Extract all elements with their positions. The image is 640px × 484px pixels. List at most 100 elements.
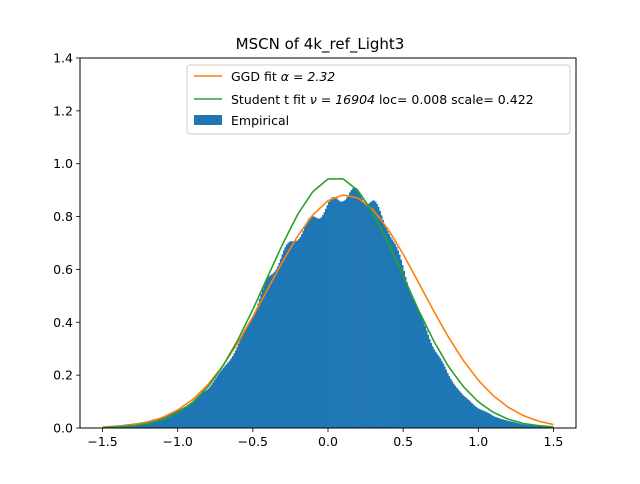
histogram-bar [401,265,404,428]
histogram-bar [281,254,284,428]
histogram-bar [275,269,278,428]
histogram-bar [288,241,291,428]
histogram-bar [309,216,312,428]
histogram-bar [269,275,272,428]
histogram-bar [535,425,538,428]
histogram-bar [270,274,273,428]
histogram-bar [285,244,288,428]
y-tick-label: 1.2 [53,103,73,118]
histogram-bar [312,216,315,428]
histogram-bar [509,421,512,428]
y-tick-label: 1.0 [53,156,73,171]
histogram-bar [520,423,523,428]
histogram-bar [428,339,431,428]
histogram-bar [340,201,342,428]
histogram-bar [305,223,308,428]
histogram-bar [386,230,389,428]
histogram-bar [361,198,363,428]
histogram-bar [263,285,266,428]
histogram-bar [294,241,297,428]
histogram-bar [311,216,314,428]
y-tick-label: 0.6 [53,262,73,277]
histogram-bar [416,308,419,428]
histogram-bar [515,422,518,428]
histogram-bar [221,369,224,428]
histogram-bar [243,329,246,428]
histogram-bar [335,198,338,428]
histogram-bar [439,358,442,428]
histogram-bar [266,278,269,428]
histogram-bar [545,426,548,428]
histogram-bar [308,218,311,428]
histogram-bar [174,411,177,428]
histogram-bar [296,240,299,428]
histogram-bar [180,408,183,428]
histogram-bar [418,311,421,428]
x-tick-label: −0.5 [238,434,268,449]
histogram-bar [424,325,427,428]
histogram-bar [427,334,430,428]
histogram-bar [494,417,497,428]
legend-label-student-t: Student t fit ν = 16904 loc= 0.008 scale… [231,92,534,107]
histogram-bar [446,373,449,428]
x-tick-label: 1.5 [544,434,564,449]
histogram-bar [404,276,407,428]
histogram-bar [410,295,413,428]
x-tick-label: −1.0 [163,434,193,449]
histogram-bar [544,426,547,428]
histogram-bar [341,201,344,428]
histogram-bar [356,189,359,428]
histogram-bar [430,342,433,428]
histogram-bar [466,398,469,428]
histogram-bar [379,210,381,428]
histogram-bar [526,424,529,428]
histogram-bar [403,271,405,428]
histogram-bar [505,420,508,428]
y-tick-label: 0.0 [53,421,73,436]
histogram-bar [228,360,231,428]
histogram-bar [338,200,341,428]
x-tick-label: 0.0 [318,434,338,449]
histogram-bar [463,396,466,428]
histogram-bar [324,208,327,428]
histogram-bar [443,366,446,428]
histogram-bar [200,393,203,428]
x-tick-label: −1.5 [87,434,117,449]
histogram-bar [300,234,303,428]
histogram-bar [389,237,392,428]
histogram-bar [291,241,294,428]
histogram-bar [479,409,482,428]
histogram-bar [406,282,409,428]
histogram-bar [297,239,300,428]
histogram-bar [231,356,234,428]
histogram-bar [472,404,475,428]
histogram-bar [162,417,165,428]
histogram-bar [203,391,206,428]
histogram-bar [219,371,222,428]
histogram-bar [210,384,213,428]
histogram-bar [433,349,436,428]
histogram-bar [287,242,290,428]
histogram-bar [454,385,457,428]
histogram-bar [314,217,317,428]
histogram-bar [215,377,218,428]
histogram-bar [490,414,493,428]
histogram-bar [409,291,412,428]
histogram-bar [347,195,350,428]
histogram-bar [278,262,281,428]
histogram-bar [179,409,182,428]
histogram-bar [183,407,186,428]
histogram-bar [449,378,452,428]
histogram-bar [165,416,168,428]
histogram-bar [530,425,533,428]
histogram-bar [284,247,287,428]
histogram-bar [234,350,237,428]
y-tick-label: 1.4 [53,51,73,66]
histogram-bar [293,241,296,428]
histogram-bar [225,364,228,428]
histogram-bar [395,246,398,428]
histogram-bar [218,373,221,428]
histogram-bar [326,205,329,428]
histogram-bar [499,418,502,428]
histogram-bar [452,383,455,428]
